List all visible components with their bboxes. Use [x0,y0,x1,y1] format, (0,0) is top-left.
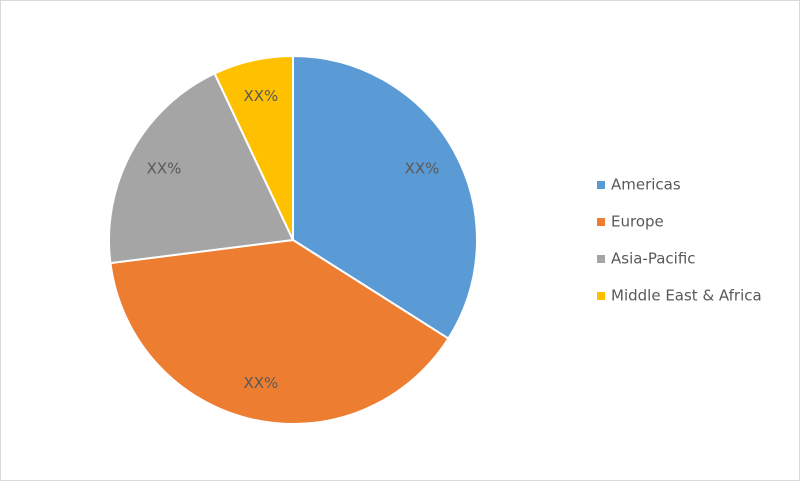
legend-swatch [597,255,605,263]
legend-label: Americas [611,176,681,194]
data-label: XX% [243,374,278,392]
pie-slice [109,238,450,425]
legend-label: Asia-Pacific [611,250,696,268]
legend-label: Europe [611,213,664,231]
data-label: XX% [147,160,182,178]
pie-slice [108,72,295,265]
data-label: XX% [243,87,278,105]
legend-swatch [597,181,605,189]
legend-label: Middle East & Africa [611,287,762,305]
legend-swatch [597,292,605,300]
data-label: XX% [405,160,440,178]
pie-slice [213,54,294,241]
pie-slice [292,54,478,340]
legend-swatch [597,218,605,226]
